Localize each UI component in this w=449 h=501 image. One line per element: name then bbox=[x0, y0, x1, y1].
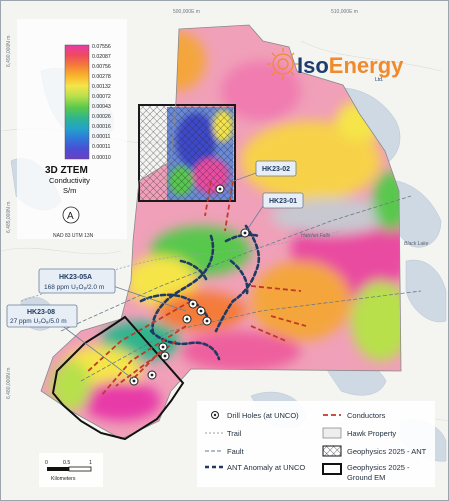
callout-hk23-01[interactable]: HK23-01 bbox=[246, 192, 304, 231]
drill-hole[interactable] bbox=[215, 184, 225, 194]
projection-label: NAD 83 UTM 13N bbox=[53, 233, 94, 239]
lake-label-hatchet-falls: Hatchet Falls bbox=[301, 233, 331, 239]
legend-trail: Trail bbox=[205, 429, 242, 438]
callout-hk23-05a-title: HK23-05A bbox=[59, 274, 92, 281]
legend-label: Conductors bbox=[347, 411, 386, 420]
callout-hk23-08-assay: 27 ppm U₃O₈/5.0 m bbox=[10, 318, 67, 325]
callout-hk23-05a-assay: 168 ppm U₃O₈/2.0 m bbox=[44, 284, 104, 291]
scale-bar: 0 0.5 1 Kilometers bbox=[39, 453, 103, 487]
geophysics-ground-em-outline bbox=[51, 315, 185, 441]
legend-label: ANT Anomaly at UNCO bbox=[227, 463, 305, 472]
sun-icon bbox=[267, 48, 299, 80]
hawk-property-outline bbox=[40, 24, 402, 440]
colorbar-tick: 0.07556 bbox=[92, 44, 111, 50]
scale-tick-1: 1 bbox=[89, 460, 92, 466]
colorbar-tick: 0.02087 bbox=[92, 54, 111, 60]
colorbar-units: S/m bbox=[63, 186, 76, 195]
colorbar-tick: 0.00011 bbox=[92, 144, 110, 150]
colorbar-subtitle: Conductivity bbox=[49, 176, 90, 185]
scale-units: Kilometers bbox=[51, 476, 76, 482]
logo-part-energy: Energy bbox=[329, 53, 404, 78]
legend-label: Geophysics 2025 - ANT bbox=[347, 447, 427, 456]
grid-label-left-3: 6,480,000N m bbox=[6, 368, 12, 399]
faults bbox=[60, 195, 422, 382]
callout-hk23-05a[interactable]: HK23-05A 168 ppm U₃O₈/2.0 m bbox=[38, 268, 187, 312]
lake-label-black-lake: Black Lake bbox=[404, 241, 429, 247]
colorbar-tick: 0.00026 bbox=[92, 114, 111, 120]
callout-hk23-02[interactable]: HK23-02 bbox=[222, 160, 297, 186]
drill-hole[interactable] bbox=[160, 351, 170, 361]
drill-holes bbox=[129, 184, 250, 386]
legend-conductors: Conductors bbox=[323, 411, 386, 420]
callout-hk23-08-title: HK23-08 bbox=[27, 309, 55, 316]
scale-tick-05: 0.5 bbox=[63, 460, 70, 466]
legend-fault: Fault bbox=[205, 447, 245, 456]
svg-text:IsoEnergy: IsoEnergy bbox=[297, 53, 404, 78]
legend-label: Geophysics 2025 - bbox=[347, 463, 410, 472]
colorbar-title: 3D ZTEM bbox=[45, 165, 88, 176]
logo-part-iso: Iso bbox=[297, 53, 329, 78]
grid-label-left-1: 6,490,000N m bbox=[6, 36, 12, 67]
colorbar-tick: 0.00278 bbox=[92, 74, 111, 80]
drill-hole[interactable] bbox=[147, 370, 157, 380]
geophysics-ant-block bbox=[138, 104, 236, 202]
legend-label: Trail bbox=[227, 429, 242, 438]
colorbar-tick: 0.00043 bbox=[92, 104, 111, 110]
colorbar-tick: 0.00010 bbox=[92, 155, 111, 161]
map-legend: Drill Holes (at UNCO) Trail Fault ANT An… bbox=[197, 401, 435, 487]
conductivity-colorbar: 0.07556 0.02087 0.00756 0.00278 0.00132 … bbox=[17, 19, 127, 239]
north-arrow: A bbox=[62, 206, 80, 224]
callout-hk23-01-label: HK23-01 bbox=[269, 198, 297, 205]
grid-label-top-1: 500,000E m bbox=[173, 9, 200, 15]
isoenergy-logo: IsoEnergy Ltd. bbox=[267, 48, 404, 83]
conductors bbox=[85, 180, 307, 397]
callout-hk23-02-label: HK23-02 bbox=[262, 166, 290, 173]
logo-sub: Ltd. bbox=[375, 77, 383, 83]
drill-hole[interactable] bbox=[129, 376, 139, 386]
grid-label-top-2: 510,000E m bbox=[331, 9, 358, 15]
legend-label: Hawk Property bbox=[347, 429, 396, 438]
legend-label: Ground EM bbox=[347, 473, 385, 482]
grid-label-left-2: 6,485,000N m bbox=[6, 202, 12, 233]
drill-hole[interactable] bbox=[196, 306, 206, 316]
drill-hole[interactable] bbox=[182, 314, 192, 324]
legend-label: Fault bbox=[227, 447, 245, 456]
legend-drill-holes: Drill Holes (at UNCO) bbox=[211, 411, 299, 420]
legend-geophysics-ground-em: Geophysics 2025 - Ground EM bbox=[322, 463, 410, 482]
drill-hole[interactable] bbox=[240, 228, 250, 238]
colorbar-tick: 0.00756 bbox=[92, 64, 111, 70]
colorbar-tick: 0.00072 bbox=[92, 94, 111, 100]
legend-geophysics-ant: Geophysics 2025 - ANT bbox=[322, 445, 427, 457]
north-arrow-glyph: A bbox=[67, 211, 74, 222]
colorbar-tick: 0.00016 bbox=[92, 124, 111, 130]
colorbar-tick: 0.00132 bbox=[92, 84, 111, 90]
callout-hk23-08[interactable]: HK23-08 27 ppm U₃O₈/5.0 m bbox=[6, 304, 134, 380]
drill-hole[interactable] bbox=[188, 299, 198, 309]
legend-label: Drill Holes (at UNCO) bbox=[227, 411, 299, 420]
legend-ant-anomaly: ANT Anomaly at UNCO bbox=[205, 463, 305, 472]
colorbar-tick: 0.00011 bbox=[92, 134, 110, 140]
legend-hawk-property: Hawk Property bbox=[322, 427, 396, 439]
drill-hole[interactable] bbox=[158, 342, 168, 352]
drill-hole[interactable] bbox=[202, 316, 212, 326]
scale-tick-0: 0 bbox=[45, 460, 48, 466]
